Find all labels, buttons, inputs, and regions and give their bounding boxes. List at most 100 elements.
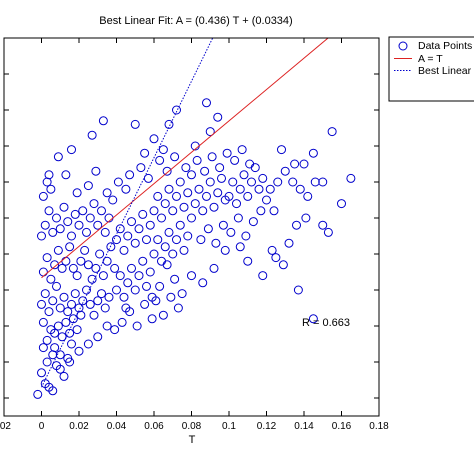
data-point (170, 274, 180, 284)
data-point (83, 339, 93, 349)
data-point (59, 371, 69, 381)
data-point (44, 170, 54, 180)
data-point (337, 199, 346, 209)
data-point (38, 191, 48, 201)
data-point (292, 220, 301, 230)
data-point (179, 202, 189, 212)
data-point (187, 170, 196, 180)
data-point (127, 217, 136, 227)
data-point (121, 184, 131, 194)
data-point (175, 177, 185, 187)
data-point (318, 177, 328, 187)
data-point (155, 281, 165, 291)
data-point (40, 220, 50, 230)
data-point (200, 166, 210, 176)
data-point (290, 159, 300, 169)
data-point (102, 321, 112, 331)
data-point (243, 191, 253, 201)
data-point (172, 105, 181, 115)
data-point (48, 350, 58, 360)
data-point (91, 166, 101, 176)
data-point (78, 296, 88, 306)
x-axis: .02 0 0.02 0.04 0.06 0.08 0.1 0.12 0.14 0.16 0.18 (0, 38, 389, 432)
data-point (113, 177, 123, 187)
data-point (55, 224, 65, 234)
data-point (149, 134, 159, 144)
data-point (97, 206, 106, 216)
data-point (138, 256, 148, 266)
data-point (318, 220, 328, 230)
x-tick-label: 0.04 (107, 421, 127, 432)
data-point (123, 278, 133, 288)
data-point (278, 260, 288, 270)
data-point (215, 163, 225, 173)
data-point (93, 332, 103, 342)
data-point (115, 224, 125, 234)
data-point (280, 166, 290, 176)
chart-title: Best Linear Fit: A = (0.436) T + (0.0334… (99, 15, 292, 27)
x-tick-label: 0.12 (257, 421, 277, 432)
x-tick-label: 0.16 (332, 421, 352, 432)
data-point (37, 231, 46, 241)
data-point (301, 213, 311, 223)
legend: Data Points A = T Best Linear Fit (388, 36, 474, 102)
data-point (74, 220, 84, 230)
data-point (202, 98, 211, 108)
data-point (273, 177, 283, 187)
data-point (82, 285, 91, 295)
data-point (218, 220, 228, 230)
data-point (82, 227, 91, 237)
data-point (303, 191, 313, 201)
data-point (132, 321, 142, 331)
data-point (67, 145, 76, 155)
data-point (78, 206, 88, 216)
data-point (80, 245, 90, 255)
data-point (55, 364, 65, 374)
data-point (42, 357, 52, 367)
data-point (130, 119, 140, 129)
data-point (256, 206, 266, 216)
data-point (226, 227, 236, 237)
data-point (175, 220, 185, 230)
data-point (40, 289, 50, 299)
data-point (258, 271, 268, 281)
data-point (119, 292, 129, 302)
data-point (42, 335, 52, 345)
data-point (100, 227, 110, 237)
data-point (346, 173, 356, 183)
data-point (65, 242, 75, 252)
data-point (53, 152, 63, 162)
data-point (172, 235, 181, 245)
data-point (205, 127, 215, 137)
data-point (160, 199, 170, 209)
data-point (183, 188, 193, 198)
data-point (284, 238, 294, 248)
data-point (37, 368, 46, 378)
x-tick-label: 0.08 (182, 421, 202, 432)
x-tick-label: 0.18 (369, 421, 389, 432)
data-point (196, 235, 206, 245)
data-point (63, 217, 73, 227)
data-point (293, 285, 303, 295)
data-point (153, 191, 163, 201)
data-point (149, 249, 159, 259)
x-tick-label: 0.02 (69, 421, 89, 432)
data-point (123, 231, 133, 241)
data-point (245, 159, 255, 169)
data-point (168, 249, 178, 259)
data-point (108, 195, 118, 205)
data-point (258, 173, 268, 183)
data-point (262, 195, 271, 205)
data-point (207, 152, 217, 162)
data-point (48, 227, 58, 237)
data-point (38, 343, 48, 353)
data-point (119, 245, 129, 255)
data-point (50, 260, 60, 270)
data-point (157, 213, 166, 223)
data-point (142, 281, 151, 291)
data-point (235, 184, 245, 194)
data-point (83, 181, 93, 191)
data-point (87, 274, 97, 284)
data-point (271, 253, 281, 263)
data-point (63, 307, 73, 317)
